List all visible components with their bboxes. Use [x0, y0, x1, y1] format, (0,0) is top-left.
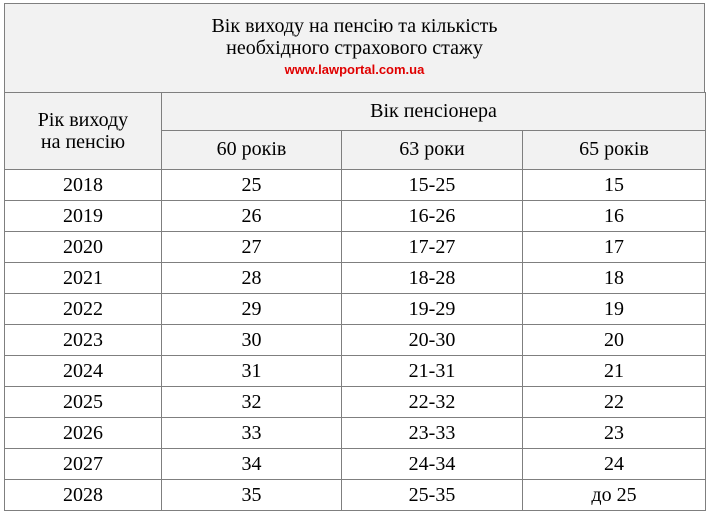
stazh-65-cell: 23 — [521, 417, 707, 449]
year-cell: 2021 — [4, 262, 162, 294]
stazh-65-cell: до 25 — [521, 479, 707, 511]
column-header-year-line-2: на пенсію — [40, 131, 126, 153]
stazh-60-cell: 28 — [161, 262, 342, 294]
table-title-block: Вік виходу на пенсію та кількість необхі… — [4, 3, 705, 93]
stazh-63-cell: 18-28 — [341, 262, 523, 294]
year-cell: 2020 — [4, 231, 162, 263]
stazh-63-cell: 16-26 — [341, 200, 523, 232]
year-cell: 2022 — [4, 293, 162, 325]
stazh-60-cell: 30 — [161, 324, 342, 356]
stazh-65-cell: 20 — [521, 324, 707, 356]
pension-table-frame: Вік виходу на пенсію та кількість необхі… — [4, 3, 707, 511]
stazh-63-cell: 20-30 — [341, 324, 523, 356]
column-header-age-65: 65 років — [521, 129, 707, 171]
column-header-year-line-1: Рік виходу — [37, 109, 129, 131]
table-row: 2023 30 20-30 20 — [4, 324, 707, 356]
stazh-60-cell: 25 — [161, 169, 342, 201]
stazh-65-cell: 24 — [521, 448, 707, 480]
group-header-age: Вік пенсіонера — [160, 92, 707, 131]
year-cell: 2025 — [4, 386, 162, 418]
table-row: 2026 33 23-33 23 — [4, 417, 707, 449]
year-cell: 2023 — [4, 324, 162, 356]
table-row: 2018 25 15-25 15 — [4, 169, 707, 201]
stazh-63-cell: 19-29 — [341, 293, 523, 325]
stazh-63-cell: 15-25 — [341, 169, 523, 201]
stazh-60-cell: 31 — [161, 355, 342, 387]
stazh-63-cell: 25-35 — [341, 479, 523, 511]
stazh-60-cell: 33 — [161, 417, 342, 449]
column-header-age-60: 60 років — [161, 129, 342, 171]
pension-table: Рік виходу на пенсію Вік пенсіонера 60 р… — [4, 92, 707, 511]
table-title-line-1: Вік виходу на пенсію та кількість — [211, 15, 498, 37]
stazh-65-cell: 22 — [521, 386, 707, 418]
table-row: 2020 27 17-27 17 — [4, 231, 707, 263]
stazh-60-cell: 26 — [161, 200, 342, 232]
stazh-65-cell: 18 — [521, 262, 707, 294]
stazh-60-cell: 34 — [161, 448, 342, 480]
table-row: 2025 32 22-32 22 — [4, 386, 707, 418]
stazh-63-cell: 24-34 — [341, 448, 523, 480]
year-cell: 2019 — [4, 200, 162, 232]
year-cell: 2018 — [4, 169, 162, 201]
year-cell: 2028 — [4, 479, 162, 511]
table-row: 2027 34 24-34 24 — [4, 448, 707, 480]
stazh-60-cell: 27 — [161, 231, 342, 263]
stazh-65-cell: 17 — [521, 231, 707, 263]
table-row: 2024 31 21-31 21 — [4, 355, 707, 387]
stazh-65-cell: 19 — [521, 293, 707, 325]
stazh-63-cell: 23-33 — [341, 417, 523, 449]
stazh-63-cell: 21-31 — [341, 355, 523, 387]
stazh-60-cell: 35 — [161, 479, 342, 511]
table-row: 2022 29 19-29 19 — [4, 293, 707, 325]
stazh-63-cell: 17-27 — [341, 231, 523, 263]
stazh-60-cell: 32 — [161, 386, 342, 418]
column-header-year: Рік виходу на пенсію — [4, 92, 162, 170]
year-cell: 2024 — [4, 355, 162, 387]
year-cell: 2026 — [4, 417, 162, 449]
stazh-63-cell: 22-32 — [341, 386, 523, 418]
table-title-line-2: необхідного страхового стажу — [226, 37, 483, 59]
table-row: 2021 28 18-28 18 — [4, 262, 707, 294]
stazh-65-cell: 16 — [521, 200, 707, 232]
stazh-60-cell: 29 — [161, 293, 342, 325]
source-site-label: www.lawportal.com.ua — [284, 62, 425, 77]
column-header-age-63: 63 роки — [341, 129, 523, 171]
table-row: 2028 35 25-35 до 25 — [4, 479, 707, 511]
stazh-65-cell: 21 — [521, 355, 707, 387]
year-cell: 2027 — [4, 448, 162, 480]
table-row: 2019 26 16-26 16 — [4, 200, 707, 232]
stazh-65-cell: 15 — [521, 169, 707, 201]
